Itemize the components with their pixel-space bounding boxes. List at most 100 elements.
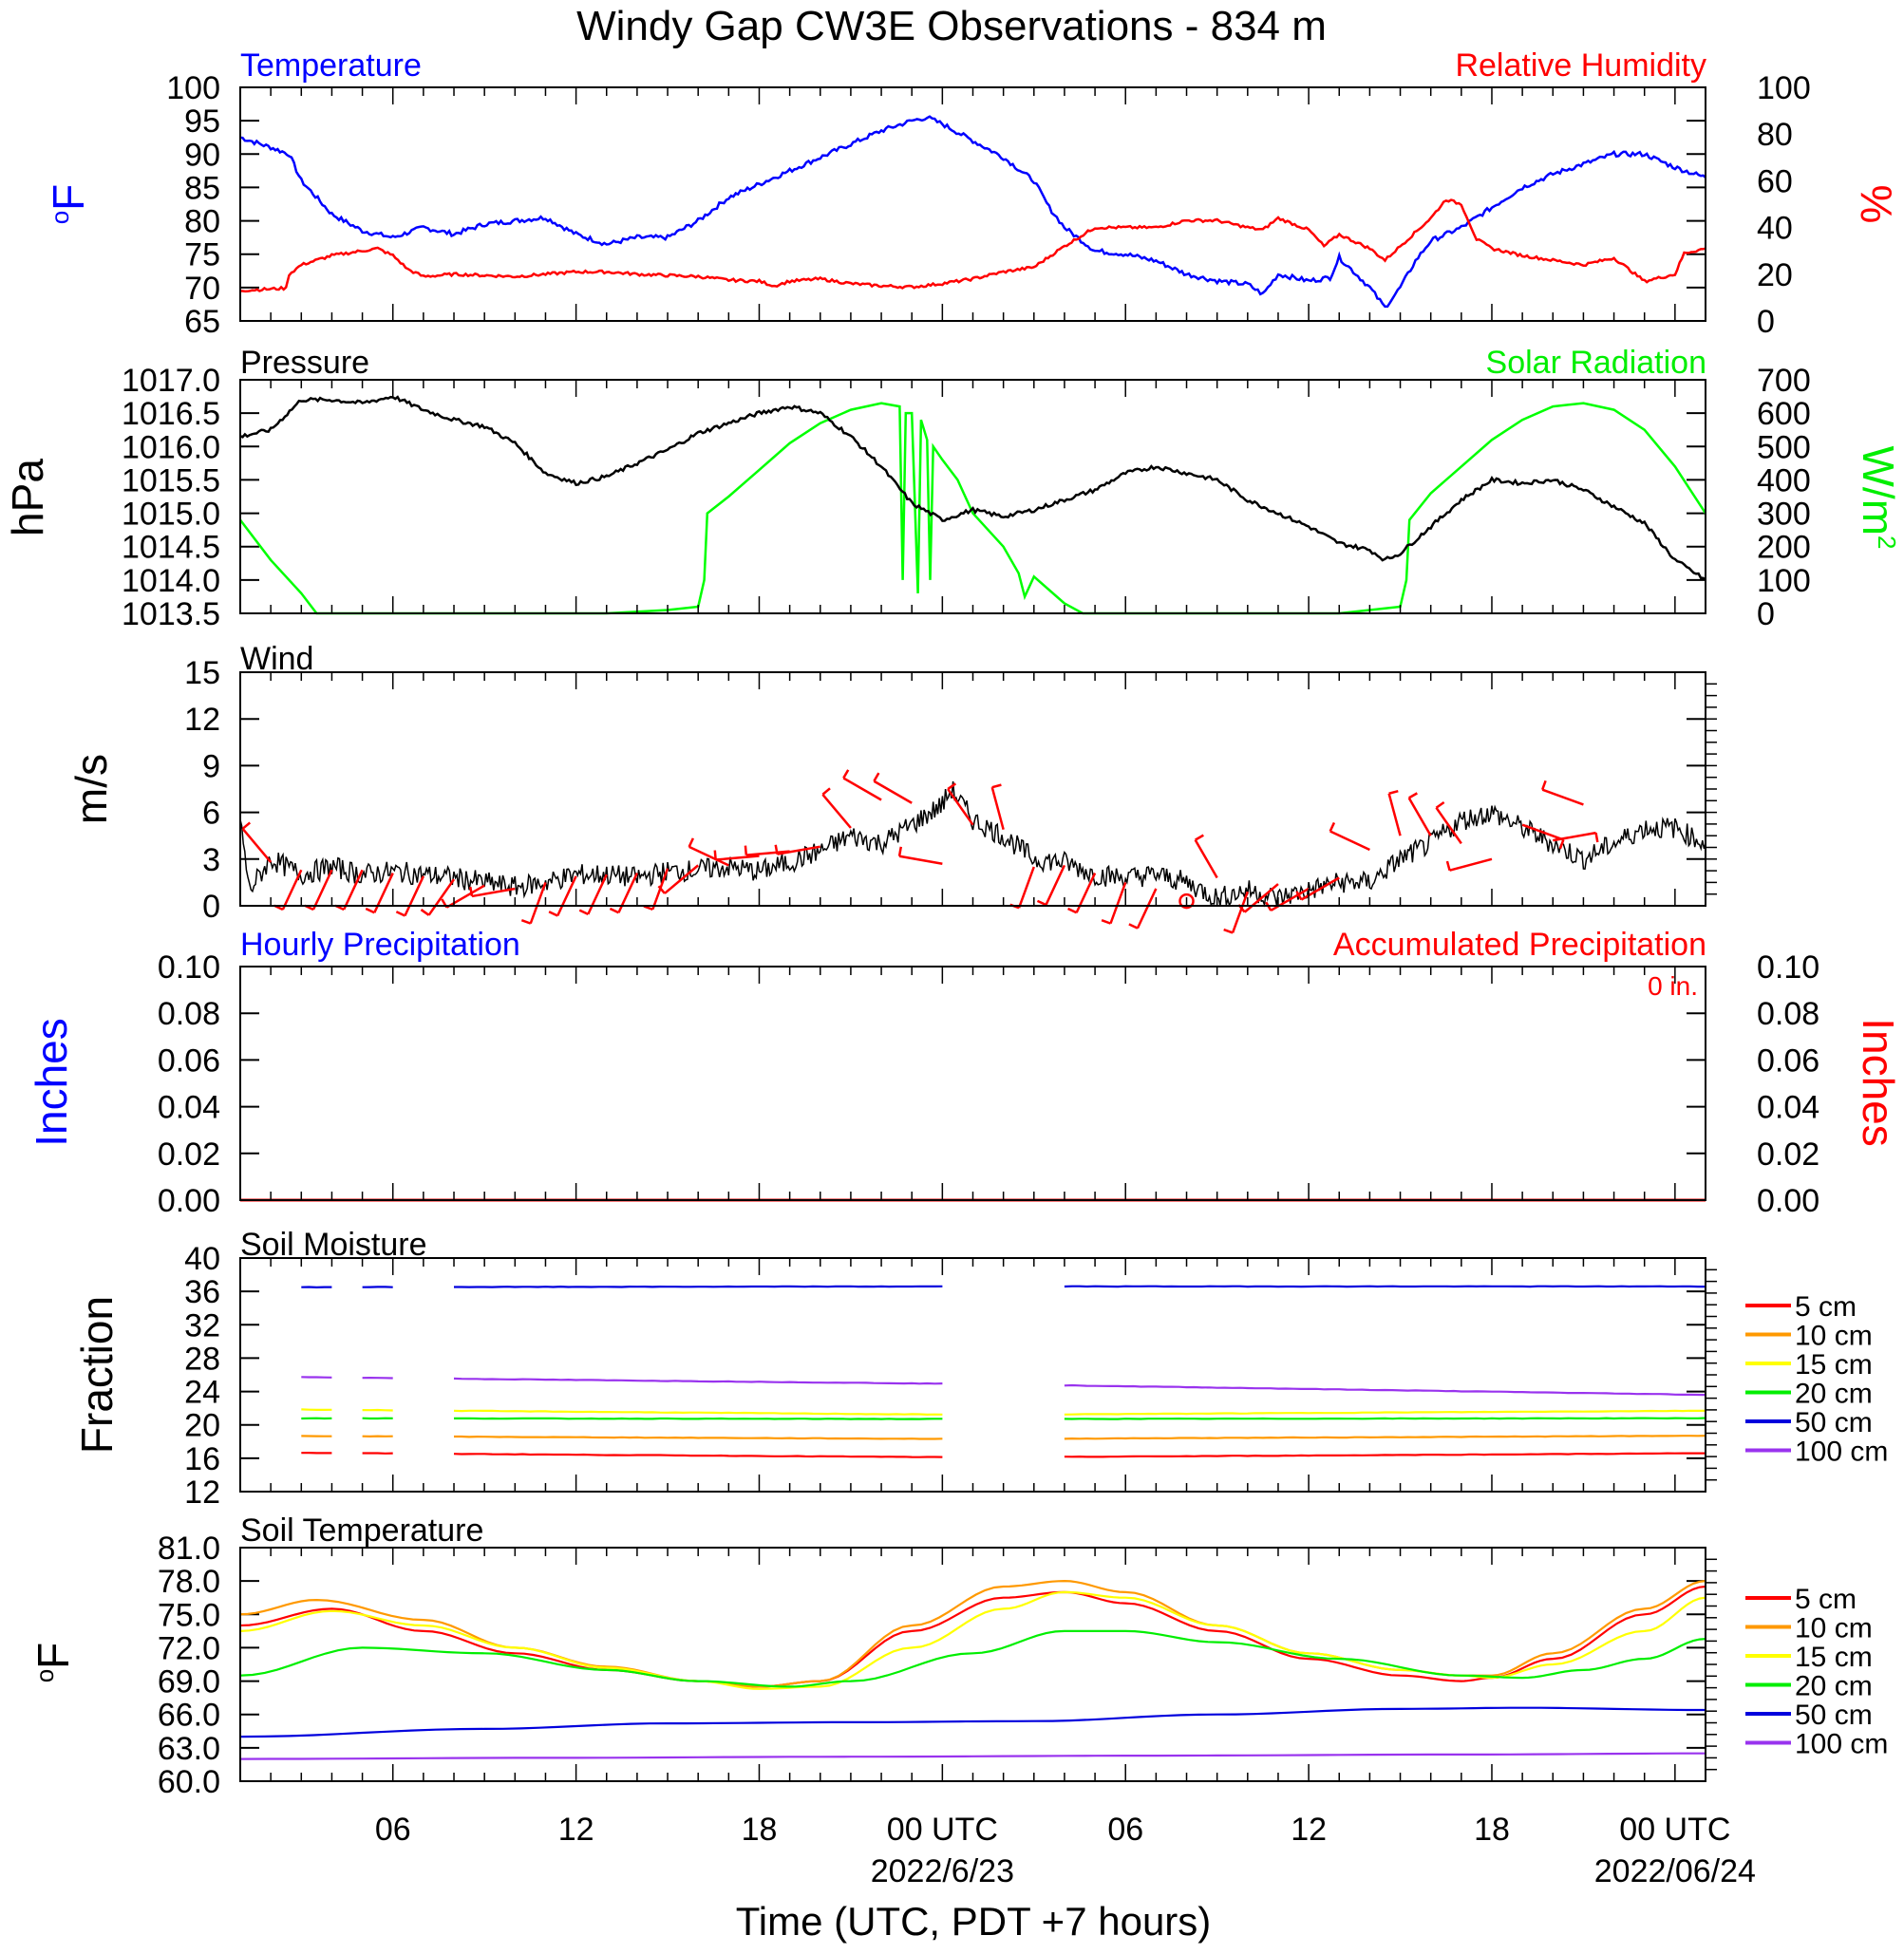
soil-moisture-unit: Fraction [72,1296,122,1454]
accum-precip-axis-ticks: 0.10 0.08 0.06 0.04 0.02 0.00 [1757,949,1819,1219]
soil-temperature-line [239,1585,1706,1688]
y-tick-label-right: 200 [1757,530,1811,566]
wind-speed-series [239,780,1706,908]
legend-label: 100 cm [1795,1729,1888,1760]
y-tick-label-right: 0.02 [1757,1137,1819,1173]
pressure-title: Pressure [240,345,369,381]
wind-barb [241,821,273,863]
legend-label: 15 cm [1795,1642,1873,1673]
temperature-humidity-series [239,115,1706,309]
y-tick-label: 0.10 [158,949,220,986]
y-tick-label: 1015.0 [122,497,220,533]
y-tick-label-right: 0.06 [1757,1043,1819,1079]
legend-label: 100 cm [1795,1437,1888,1468]
wind-barb [1295,876,1340,901]
y-tick-label: 1013.5 [122,596,220,632]
y-tick-label: 69.0 [158,1664,220,1700]
y-tick-label-right: 80 [1757,117,1793,153]
humidity-title: Relative Humidity [1455,47,1706,84]
wind-barb [821,787,852,829]
y-tick-label: 90 [184,137,220,173]
hourly-precip-title: Hourly Precipitation [240,927,520,963]
y-tick-label: 1016.5 [122,396,220,432]
y-tick-label: 6 [202,796,220,832]
y-tick-label: 66.0 [158,1698,220,1734]
soil-temperature-frame [239,1547,1706,1782]
wind-barb [713,850,760,861]
panel-temperature-humidity: Temperature Relative Humidity oF % 10095… [44,47,1901,340]
legend-label: 10 cm [1795,1321,1873,1352]
y-tick-label: 24 [184,1375,220,1411]
y-tick-label: 15 [184,655,220,691]
wind-barb [548,875,577,917]
wind-barb [1223,891,1249,934]
wind-barb [1128,888,1158,930]
soil-moisture-frame [239,1257,1706,1493]
soil-temperature-line [239,1629,1706,1688]
y-tick-label: 0 [202,889,220,925]
y-tick-label-right: 600 [1757,396,1811,432]
x-tick-label: 00 UTC [887,1812,998,1848]
y-tick-label: 20 [184,1408,220,1444]
humidity-unit: % [1852,185,1901,224]
y-tick-label: 72.0 [158,1630,220,1666]
soil-moisture-line [301,1376,1706,1397]
wind-barb [1329,821,1370,852]
temperature-line [239,115,1706,309]
soil-temperature-line [239,1752,1706,1760]
y-tick-label-right: 0 [1757,596,1775,632]
soil-temperature-axis-ticks: 81.078.075.072.069.066.063.060.0 [158,1531,1717,1800]
pressure-line [239,395,1706,581]
humidity-line [240,198,1706,293]
soil-temperature-title: Soil Temperature [240,1512,483,1549]
wind-barb [520,881,547,925]
panel-wind: Wind m/s 15 12 9 6 3 0 [66,641,1717,934]
wind-barbs [241,769,1599,934]
y-tick-label: 70 [184,271,220,307]
y-tick-label-right: 0.10 [1757,949,1819,986]
y-tick-label-right: 700 [1757,363,1811,399]
legend-label: 50 cm [1795,1407,1873,1438]
y-tick-label: 1014.0 [122,563,220,599]
accum-precip-unit: Inches [1854,1018,1903,1147]
wind-barb [688,837,729,867]
y-tick-label: 0.00 [158,1183,220,1219]
y-tick-label: 12 [184,1475,220,1511]
soil-moisture-title: Soil Moisture [240,1227,427,1263]
soil-moisture-series [301,1285,1706,1458]
wind-calm-marker [1178,892,1195,910]
soil-moisture-line [301,1408,1706,1417]
y-tick-label: 12 [184,702,220,738]
y-tick-label: 3 [202,842,220,878]
y-tick-label-right: 20 [1757,257,1793,293]
wind-barb [1521,823,1565,850]
wind-barb [744,845,790,856]
wind-barb [273,869,303,911]
wind-barb [420,878,456,916]
legend-label: 20 cm [1795,1379,1873,1410]
wind-speed-line [239,780,1706,908]
y-tick-label: 80 [184,204,220,240]
y-tick-label-right: 0 [1757,304,1775,340]
wind-barb [1387,789,1402,836]
wind-barb [842,769,882,801]
x-axis-label: Time (UTC, PDT +7 hours) [736,1899,1212,1944]
y-tick-label: 0.04 [158,1090,220,1126]
y-tick-label: 60.0 [158,1764,220,1800]
y-tick-label: 65 [184,304,220,340]
y-tick-label-right: 100 [1757,563,1811,599]
pressure-solar-series [239,395,1707,615]
soil-temperature-line [239,1706,1706,1738]
precipitation-frame [239,966,1706,1201]
x-tick-label: 00 UTC [1619,1812,1730,1848]
accum-precip-title: Accumulated Precipitation [1333,927,1706,963]
y-tick-label: 1016.0 [122,429,220,465]
temperature-humidity-frame [239,86,1706,322]
y-tick-label: 1015.5 [122,462,220,498]
y-tick-label: 100 [166,70,220,106]
wind-barb [1541,780,1584,806]
y-tick-label: 36 [184,1274,220,1310]
